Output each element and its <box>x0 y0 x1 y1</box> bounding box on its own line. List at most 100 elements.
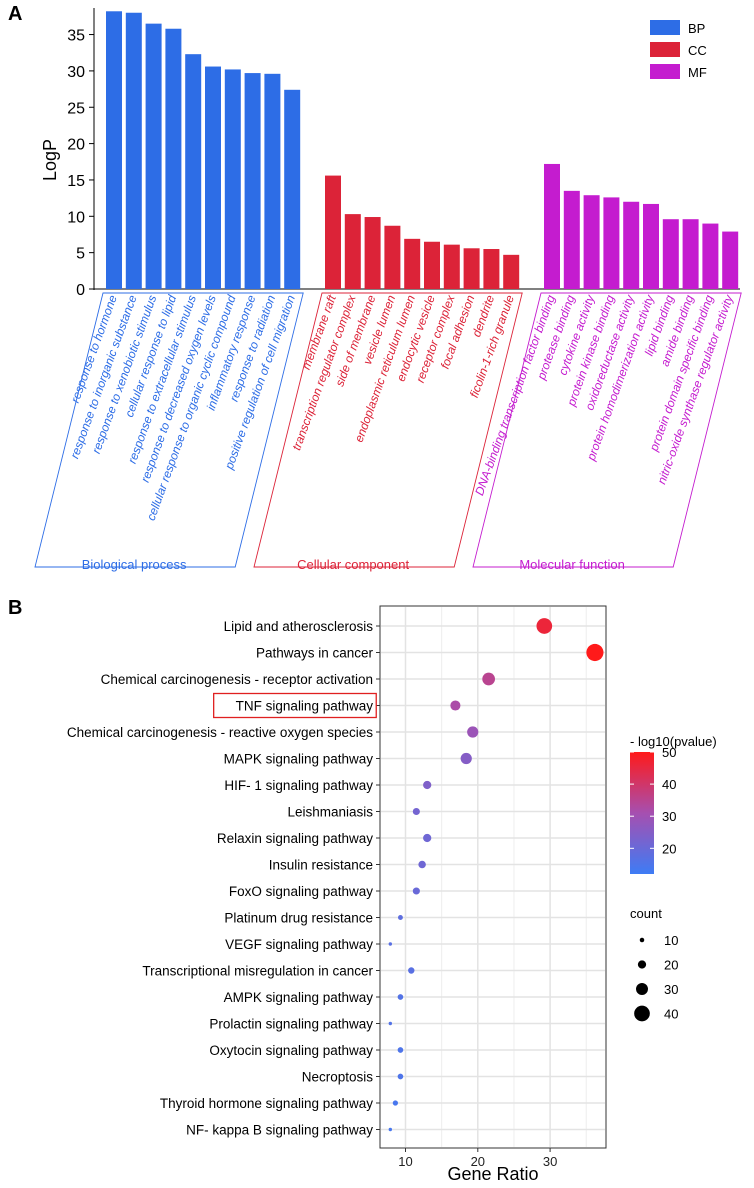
bar-side-of-membrane <box>364 217 381 289</box>
pathway-dots <box>388 618 604 1132</box>
pathway-label-mapk-signaling-pathway: MAPK signaling pathway <box>224 752 374 767</box>
bar-protein-kinase-binding <box>603 197 620 289</box>
color-legend: - log10(pvalue) 20 30 40 50 <box>630 734 717 874</box>
dot-leishmaniasis <box>412 807 420 816</box>
dot-chemical-carcinogenesis-reactive-oxygen-species <box>467 726 479 738</box>
bar-cellular-response-to-organic-cyclic-compound <box>224 69 241 289</box>
dot-lipid-and-atherosclerosis <box>536 618 553 634</box>
panel-a-bars <box>106 11 739 290</box>
group-label-molecular-function: Molecular function <box>519 557 625 572</box>
bar-oxidoreductase-activity <box>623 201 640 289</box>
group-label-biological-process: Biological process <box>82 557 187 572</box>
pathway-label-hif-1-signaling-pathway: HIF- 1 signaling pathway <box>224 778 373 793</box>
legend-swatch-cc <box>650 42 680 57</box>
dot-oxytocin-signaling-pathway <box>397 1047 404 1053</box>
color-tick-label: 20 <box>662 841 676 856</box>
pathway-label-chemical-carcinogenesis-receptor-activation: Chemical carcinogenesis - receptor activ… <box>101 672 373 687</box>
x-tick-label: 20 <box>471 1154 485 1169</box>
legend-label-cc: CC <box>688 43 707 58</box>
dot-plot-grid <box>381 607 605 1147</box>
bar-cytokine-activity <box>583 195 600 289</box>
pathway-label-tnf-signaling-pathway: TNF signaling pathway <box>236 699 374 714</box>
pathway-label-necroptosis: Necroptosis <box>302 1070 374 1085</box>
bar-response-to-decreased-oxygen-levels <box>205 66 221 290</box>
panel-a-ylabel: LogP <box>40 139 60 181</box>
color-legend-title: - log10(pvalue) <box>630 734 717 749</box>
pathway-label-platinum-drug-resistance: Platinum drug resistance <box>224 911 373 926</box>
dot-hif-1-signaling-pathway <box>423 780 432 790</box>
legend-swatch-mf <box>650 64 680 79</box>
y-tick-label: 0 <box>76 282 85 299</box>
bar-vesicle-lumen <box>384 225 401 289</box>
panel-a: A LogP 0 5 10 15 20 25 30 35 Biological process… <box>8 3 742 572</box>
color-tick-label: 30 <box>662 809 676 824</box>
dot-platinum-drug-resistance <box>397 915 403 920</box>
panel-a-y-ticks: 0 5 10 15 20 25 30 35 <box>67 28 94 299</box>
panel-b: B 10 20 30 Gene Ratio Lipid and atheroscle… <box>8 597 717 1184</box>
x-tick-label: 30 <box>543 1154 557 1169</box>
bar-dendrite <box>483 249 500 289</box>
size-legend: count 10 20 30 40 <box>630 906 678 1022</box>
dot-plot-x-ticks: 10 20 30 <box>398 1148 557 1169</box>
size-legend-dot <box>639 937 645 943</box>
bar-membrane-raft <box>325 175 341 289</box>
pathway-label-vegf-signaling-pathway: VEGF signaling pathway <box>225 937 373 952</box>
bar-protein-homodimerization-activity <box>643 203 659 289</box>
pathway-labels: Lipid and atherosclerosis Pathways in can… <box>67 619 380 1138</box>
pathway-label-oxytocin-signaling-pathway: Oxytocin signaling pathway <box>209 1043 373 1058</box>
panel-b-letter: B <box>8 597 22 619</box>
y-tick-label: 20 <box>67 137 85 154</box>
size-legend-dot <box>636 983 648 995</box>
pathway-label-pathways-in-cancer: Pathways in cancer <box>256 646 374 661</box>
y-tick-label: 5 <box>76 246 85 263</box>
pathway-label-foxo-signaling-pathway: FoxO signaling pathway <box>229 884 373 899</box>
legend-swatch-bp <box>650 20 680 35</box>
bar-response-to-inorganic-substance <box>125 12 142 290</box>
dot-thyroid-hormone-signaling-pathway <box>392 1100 399 1106</box>
bar-nitric-oxide-synthase-regulator-activity <box>722 231 739 289</box>
group-bracket-cellular-component <box>253 292 523 568</box>
bar-response-to-xenobiotic-stimulus <box>145 23 162 290</box>
dot-ampk-signaling-pathway <box>397 994 404 1000</box>
y-tick-label: 30 <box>67 64 85 81</box>
dot-vegf-signaling-pathway <box>388 942 393 946</box>
dot-plot-area <box>379 605 607 1149</box>
size-legend-items: 10 20 30 40 <box>634 933 678 1022</box>
bar-endocytic-vesicle <box>424 241 440 289</box>
panel-a-legend: BP CC MF <box>650 20 707 80</box>
dot-necroptosis <box>397 1073 404 1080</box>
dot-plot-xlabel: Gene Ratio <box>447 1164 538 1184</box>
size-legend-label: 30 <box>664 982 678 997</box>
color-tick-label: 40 <box>662 777 676 792</box>
panel-a-letter: A <box>8 3 22 25</box>
bar-amide-binding <box>682 219 699 289</box>
dot-insulin-resistance <box>418 860 426 869</box>
x-tick-label: 10 <box>398 1154 412 1169</box>
size-legend-dot <box>634 1005 650 1022</box>
group-label-cellular-component: Cellular component <box>297 557 409 572</box>
color-tick-label: 50 <box>662 745 676 760</box>
size-legend-label: 10 <box>664 933 678 948</box>
bar-protease-binding <box>563 190 580 289</box>
pathway-label-prolactin-signaling-pathway: Prolactin signaling pathway <box>209 1017 373 1032</box>
pathway-label-leishmaniasis: Leishmaniasis <box>287 805 373 820</box>
dot-chemical-carcinogenesis-receptor-activation <box>482 672 495 686</box>
pathway-label-ampk-signaling-pathway: AMPK signaling pathway <box>224 990 374 1005</box>
legend-label-mf: MF <box>688 65 707 80</box>
bar-endoplasmic-reticulum-lumen <box>404 238 421 289</box>
pathway-label-relaxin-signaling-pathway: Relaxin signaling pathway <box>217 831 373 846</box>
bar-receptor-complex <box>443 244 460 289</box>
bar-positive-regulation-of-cell-migration <box>284 89 301 289</box>
legend-label-bp: BP <box>688 21 705 36</box>
y-tick-label: 25 <box>67 100 85 117</box>
size-legend-label: 20 <box>664 958 678 973</box>
bar-cellular-response-to-lipid <box>165 28 182 289</box>
y-tick-label: 10 <box>67 209 85 226</box>
group-bracket-biological-process <box>34 292 304 568</box>
bar-dna-binding-transcription-factor-binding <box>544 163 560 289</box>
bar-transcription-regulator-complex <box>344 214 361 289</box>
bar-response-to-radiation <box>264 73 281 289</box>
pathway-label-thyroid-hormone-signaling-pathway: Thyroid hormone signaling pathway <box>160 1096 373 1111</box>
